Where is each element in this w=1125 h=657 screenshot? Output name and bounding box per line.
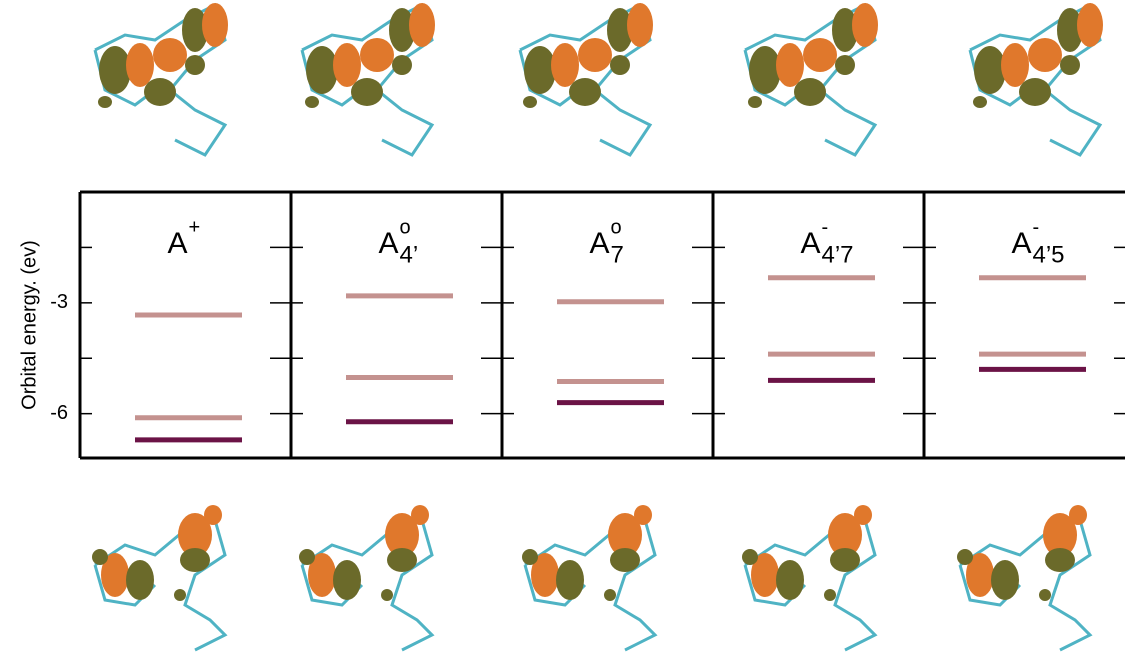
panel-label: A: [801, 227, 821, 260]
y-tick-label: -6: [50, 402, 68, 424]
molecules: [90, 1, 1105, 652]
panel-label-sup: o: [611, 216, 622, 238]
panel-label: A: [379, 227, 399, 260]
panel-label-sub: 4’7: [822, 241, 854, 268]
panel-label: A: [168, 227, 188, 260]
panel-label-sup: o: [400, 216, 411, 238]
panel-label: A: [590, 227, 610, 260]
panel-label-sup: +: [189, 216, 201, 238]
panel-label-sup: -: [822, 216, 829, 238]
panel-label: A: [1012, 227, 1032, 260]
y-tick-label: -3: [50, 291, 68, 313]
panel-label-sup: -: [1033, 216, 1040, 238]
panel-label-sub: 7: [611, 241, 624, 268]
panel-label-sub: 4’5: [1033, 241, 1065, 268]
y-axis-label: Orbital energy. (ev): [18, 240, 40, 410]
panel-label-sub: 4’: [400, 241, 419, 268]
